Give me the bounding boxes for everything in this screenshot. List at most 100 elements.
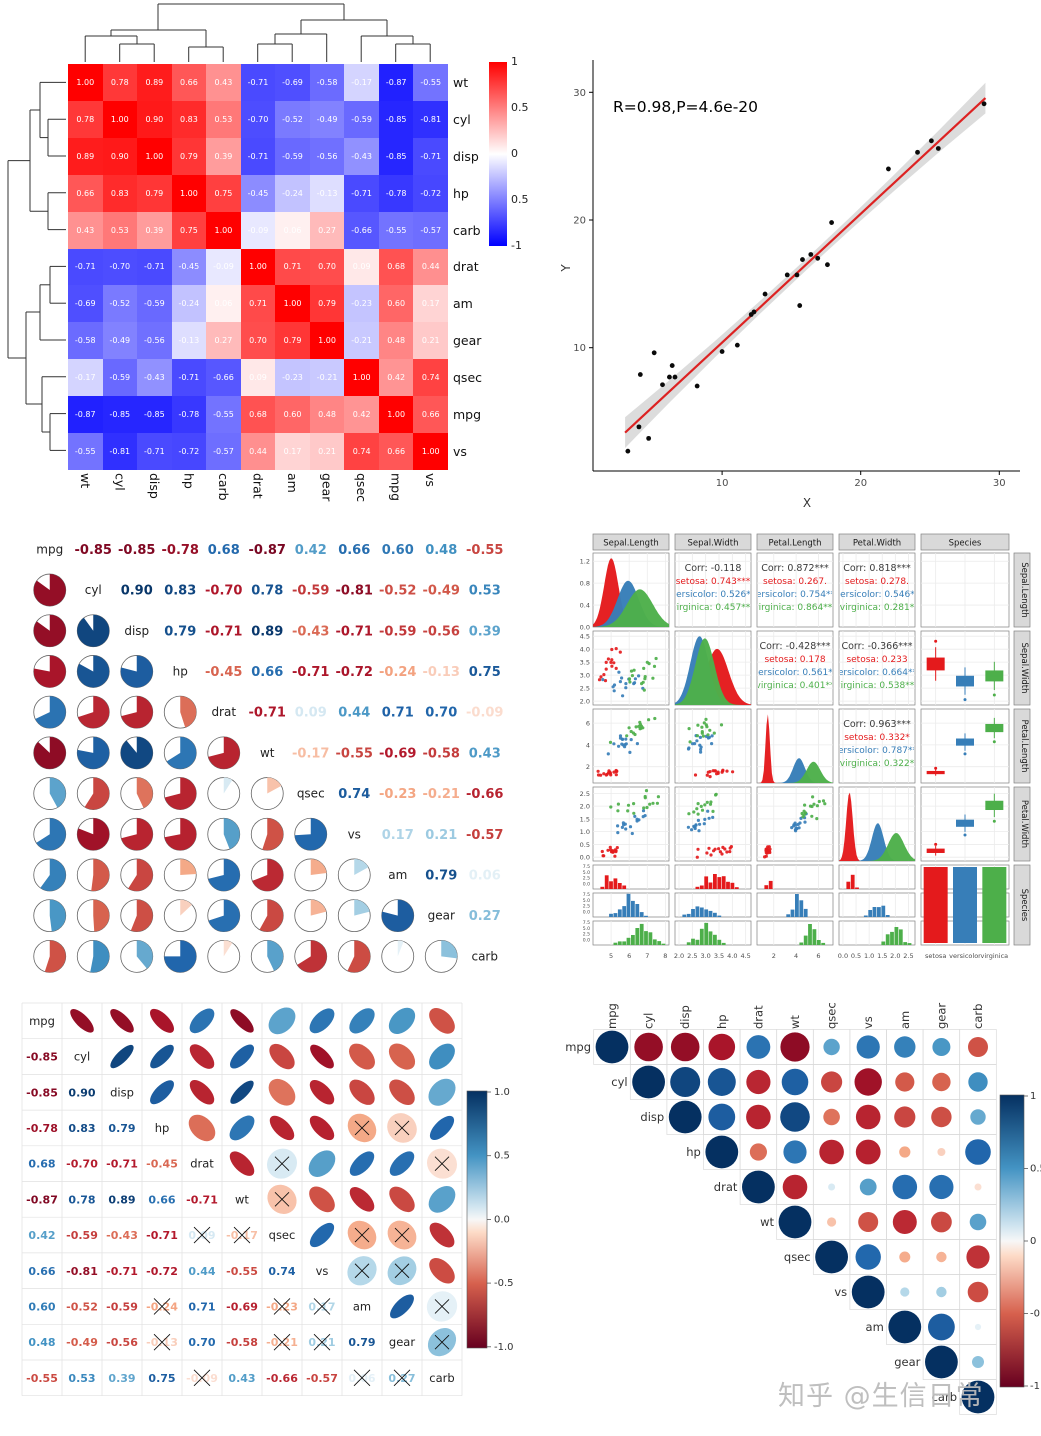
pie-wedge [164,777,197,810]
ggpairs-x-tick: virginica [981,952,1009,960]
heatmap-cell: 0.48 [378,322,414,360]
heatmap-cell: 1.00 [68,64,103,101]
data-point [751,309,757,315]
correlation-value: 0.68 [208,543,240,558]
scatter-point [713,847,717,851]
panel-pie-correlation: mpg -0.85 -0.85 -0.78 0.68 -0.87 0.42 0.66 0.60 0… [33,542,503,973]
variable-label: qsec [269,1228,296,1242]
scatter-point [652,664,657,668]
correlation-value: 0.39 [108,1372,135,1385]
correlation-value: -0.71 [292,665,329,680]
scatter-point [614,666,618,670]
correlation-value: -0.13 [423,665,460,680]
correlation-value: 0.48 [28,1336,55,1349]
correlation-circle [892,1210,917,1234]
histogram-bar-versicolor [713,912,717,917]
column-strip [838,533,916,551]
ggpairs-x-tick: 2.5 [687,952,697,960]
correlation-value: 0.21 [425,828,457,843]
scatter-point [728,850,732,854]
histogram-bar-virginica [721,942,726,945]
density-curve-virginica [593,589,669,627]
colorbar-tick-label: -0.5 [494,1278,514,1289]
pie-wedge [294,818,327,851]
scatter-point [632,802,636,806]
plot-panel [592,864,670,890]
scatter-point [817,799,821,804]
ggpairs-x-tick: 4.5 [740,952,750,960]
histogram-bar-versicolor [631,900,635,917]
ggpairs-y-tick: 0.4 [580,602,590,610]
nonsig-cross [354,1263,370,1279]
ggpairs-x-tick: 6 [627,952,631,960]
correlation-value: 0.66 [148,1193,175,1206]
scatter-point [637,818,641,822]
data-point [667,374,672,380]
correlation-circle [851,1275,885,1309]
data-point [660,382,665,388]
ggpairs-y-tick: 0.5 [580,841,590,849]
pie-wedge [84,777,110,810]
corr-text-line: Corr: 0.872*** [761,563,829,574]
scatter-point [718,850,722,854]
correlation-circle [746,1104,771,1130]
heatmap-cell: -0.55 [68,433,103,470]
heatmap-cell: -0.55 [206,396,241,434]
correlation-value: -0.85 [26,1051,58,1064]
histogram-bar-virginica [691,938,695,945]
pie-wedge [267,777,282,794]
correlation-circle [828,1183,836,1191]
scatter-point [763,855,767,859]
correlation-ellipse [388,1007,416,1034]
scatter-point [606,657,610,661]
corr-text-cell: Corr: 0.963*** setosa: 0.332* versicolor: … [840,719,914,769]
histogram-bar-virginica [808,924,812,945]
ggpairs-x-tick: 0.0 [838,952,848,960]
corr-text-line: Corr: -0.366*** [841,641,912,652]
circle-matrix-column-label: vs [861,1016,875,1029]
pie-wedge [267,940,284,971]
variable-label: wt [235,1192,249,1206]
scatter-point [702,822,706,826]
histogram-bar-setosa [708,882,713,889]
pie-wedge [297,940,327,973]
correlation-ellipse [388,1043,416,1070]
ggpairs-y-tick: 1.2 [580,558,590,566]
heatmap-row-label: mpg [453,407,482,423]
histogram-bar-virginica [898,929,903,945]
histogram-bar-setosa [726,881,730,889]
correlation-circle [900,1287,910,1297]
correlation-value: -0.71 [146,1229,178,1242]
scatter-point [615,846,619,850]
nonsig-cross [153,1333,171,1351]
pie-wedge [354,858,369,875]
scatter-point [618,736,623,740]
correlation-circle [859,1178,877,1196]
heatmap-row-label: cyl [453,111,471,127]
histogram-bar-virginica [708,931,713,945]
scatter-point [600,849,604,854]
boxplot-outlier [934,639,938,643]
pie-wedge [223,818,240,850]
colorbar-tick-label: 0.5 [511,101,529,114]
histogram-bar-virginica [713,934,717,945]
correlation-ellipse [389,1186,415,1213]
scatter-point [625,734,629,738]
x-axis-title: X [803,496,811,510]
heatmap-cell: -0.69 [68,285,103,323]
correlation-value: 0.79 [164,624,196,639]
correlation-value: 0.71 [188,1300,215,1313]
correlation-value: 0.71 [382,706,414,721]
heatmap-cell: -0.21 [309,359,345,397]
variable-label: hp [173,664,188,678]
scatter-point [642,806,646,810]
heatmap-row-label: vs [453,444,467,460]
pie-wedge [77,736,110,769]
scatter-point [627,677,632,681]
correlation-ellipse [389,1151,415,1176]
correlation-value: 0.74 [338,787,370,802]
histogram-bar-virginica [699,928,704,945]
data-point [694,383,700,389]
scatter-point [618,680,622,684]
correlation-value: -0.52 [66,1300,98,1313]
